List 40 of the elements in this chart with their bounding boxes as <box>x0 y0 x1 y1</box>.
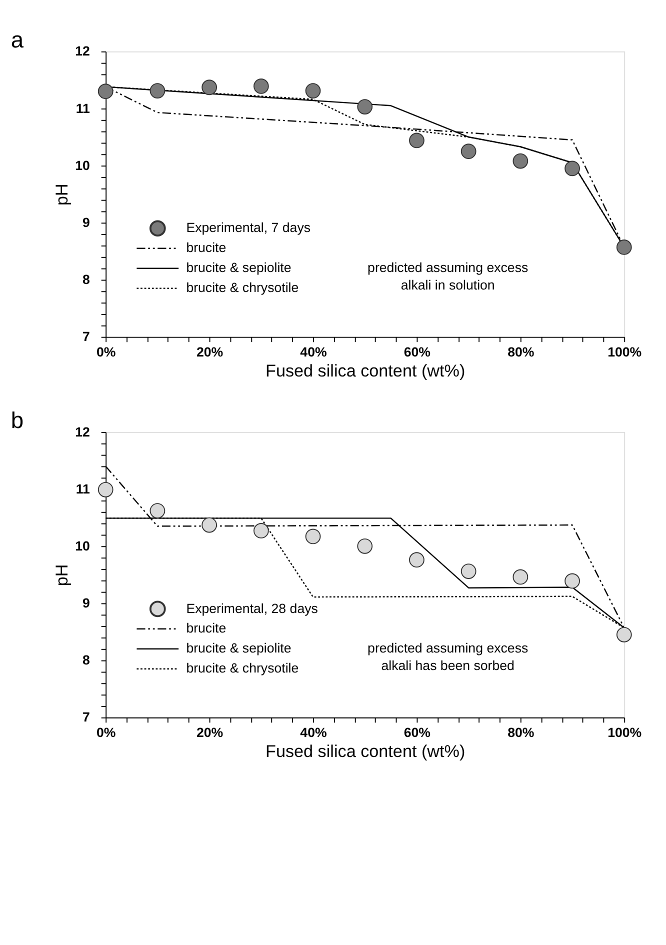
x-tick-label: 60% <box>404 724 431 740</box>
x-tick-label: 20% <box>196 724 224 740</box>
y-tick-label: 11 <box>76 100 90 116</box>
x-axis-title: Fused silica content (wt%) <box>266 742 466 761</box>
x-tick-label: 0% <box>96 344 116 360</box>
x-tick-label: 60% <box>404 344 431 360</box>
y-tick-label: 10 <box>75 158 90 173</box>
y-tick-label: 7 <box>82 710 90 725</box>
x-tick-label: 100% <box>608 344 642 360</box>
x-tick-label: 40% <box>300 344 327 360</box>
y-tick-label: 8 <box>82 272 90 288</box>
annotation: predicted assuming excess alkali in solution <box>368 260 528 292</box>
legend-label: brucite & sepiolite <box>186 640 292 656</box>
y-axis-title: pH <box>52 184 72 206</box>
y-tick-label: 9 <box>82 596 90 611</box>
legend-label: brucite & chrysotile <box>186 660 299 676</box>
y-tick-label: 8 <box>82 652 90 668</box>
y-axis-title: pH <box>52 564 72 586</box>
y-tick-label: 9 <box>82 214 90 230</box>
y-tick-label: 11 <box>76 481 90 496</box>
x-tick-label: 40% <box>300 724 327 740</box>
annotation: predicted assuming excess alkali has been sorbed <box>368 640 528 673</box>
legend-label: Experimental, 28 days <box>186 600 318 616</box>
x-tick-label: 80% <box>508 344 534 360</box>
legend-label: brucite <box>186 620 226 636</box>
y-tick-label: 12 <box>75 44 90 59</box>
chart-title: b <box>10 407 24 434</box>
x-tick-label: 0% <box>96 724 116 740</box>
legend-label: Experimental, 7 days <box>186 220 311 236</box>
x-axis-title: Fused silica content (wt%) <box>266 361 466 380</box>
y-tick-label: 7 <box>82 329 90 344</box>
legend-label: brucite & chrysotile <box>186 280 299 296</box>
y-tick-label: 12 <box>75 424 90 440</box>
x-tick-label: 20% <box>196 344 224 360</box>
y-tick-label: 10 <box>75 538 90 554</box>
chart-title: a <box>10 26 24 53</box>
legend-label: brucite <box>186 240 226 256</box>
legend-label: brucite & sepiolite <box>186 260 292 276</box>
x-tick-label: 80% <box>508 724 534 740</box>
x-tick-label: 100% <box>608 724 642 740</box>
